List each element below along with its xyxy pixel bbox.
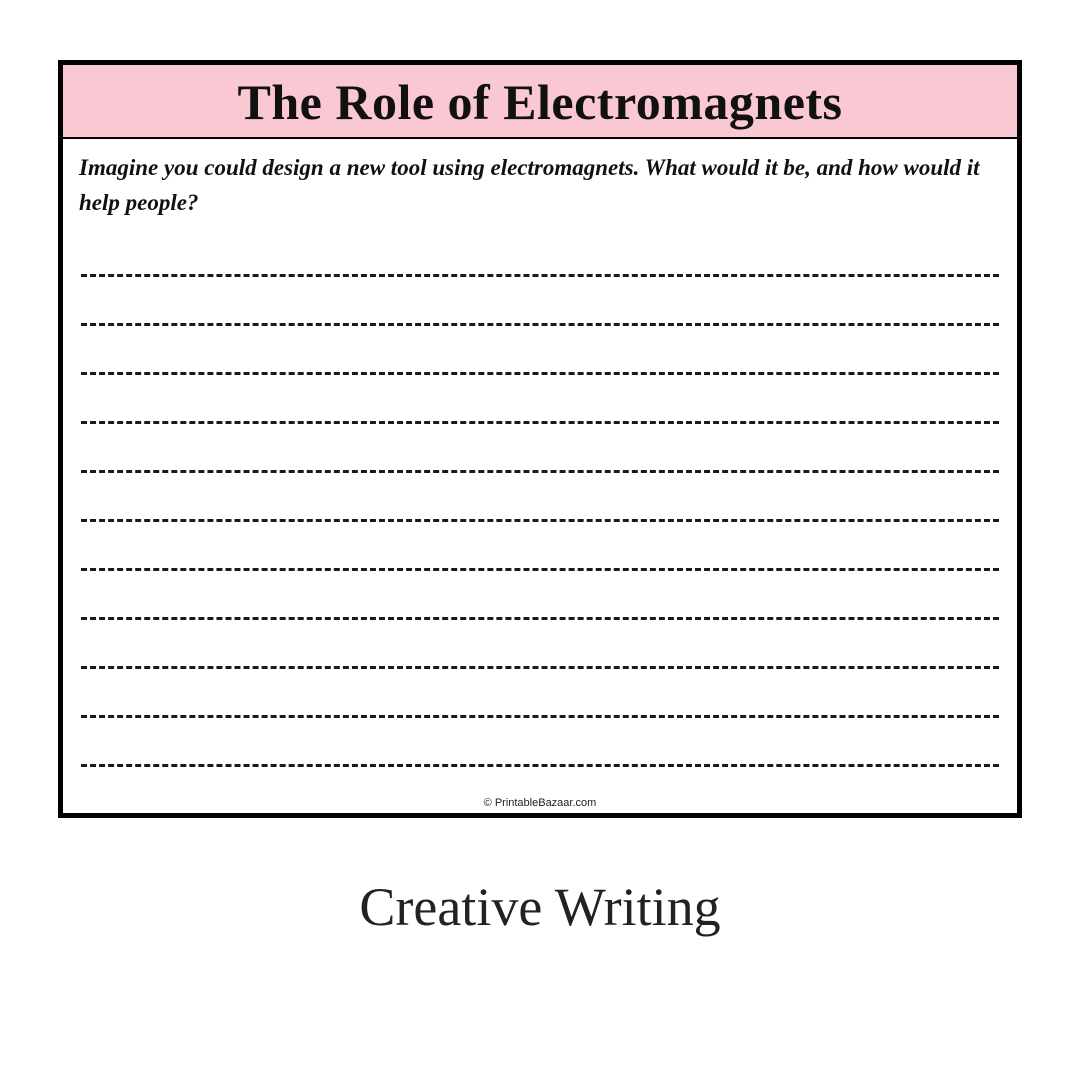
writing-line: [81, 617, 999, 620]
title-bar: The Role of Electromagnets: [63, 65, 1017, 139]
writing-line: [81, 470, 999, 473]
writing-lines-area: [63, 224, 1017, 795]
writing-prompt: Imagine you could design a new tool usin…: [63, 139, 1017, 224]
writing-line: [81, 568, 999, 571]
writing-line: [81, 519, 999, 522]
writing-line: [81, 421, 999, 424]
worksheet-title: The Role of Electromagnets: [73, 73, 1007, 131]
writing-line: [81, 372, 999, 375]
writing-line: [81, 764, 999, 767]
writing-line: [81, 666, 999, 669]
writing-line: [81, 323, 999, 326]
footer-credit: © PrintableBazaar.com: [63, 795, 1017, 813]
worksheet-frame: The Role of Electromagnets Imagine you c…: [58, 60, 1022, 818]
writing-line: [81, 715, 999, 718]
page-caption: Creative Writing: [58, 876, 1022, 938]
writing-line: [81, 274, 999, 277]
